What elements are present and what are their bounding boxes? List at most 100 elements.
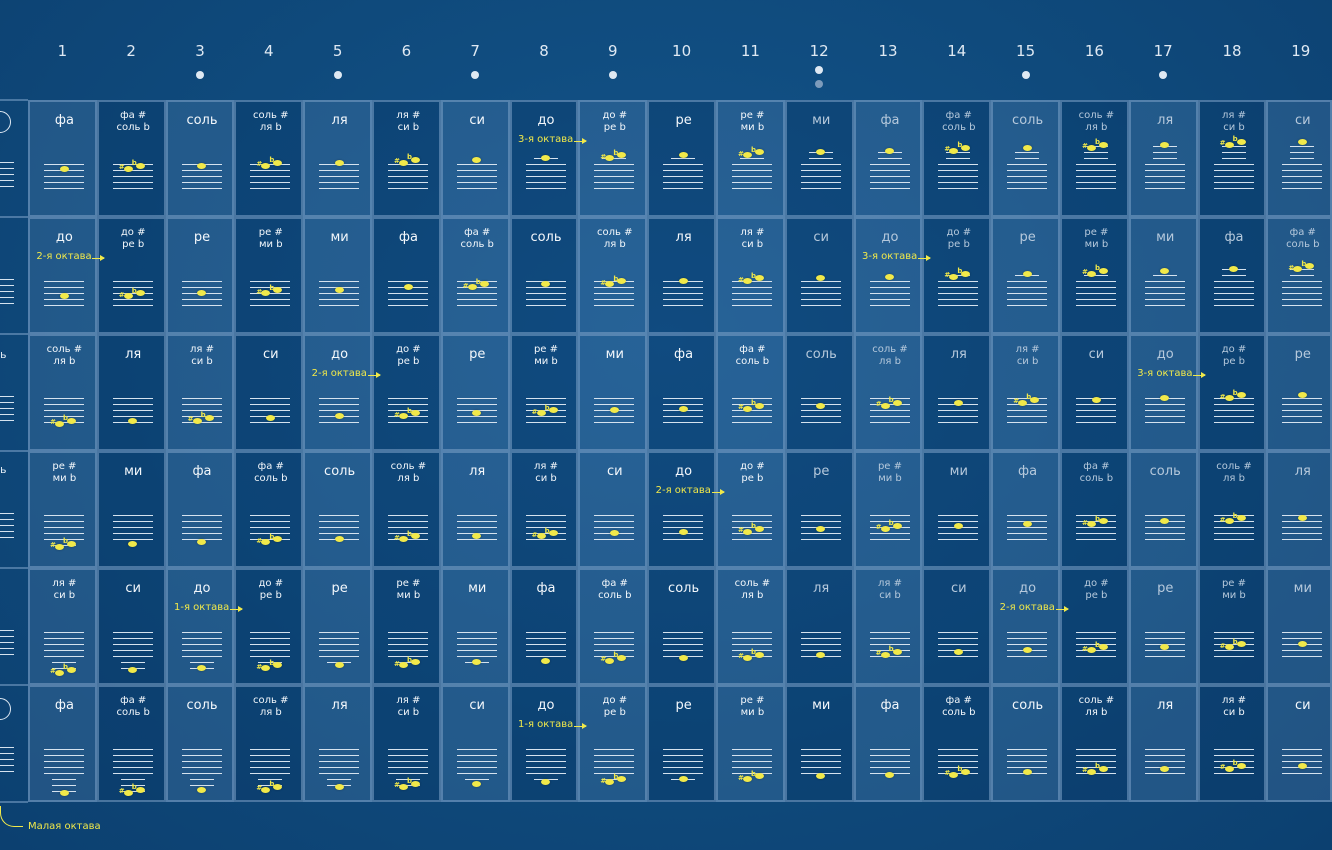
fret-cell[interactable]: до <box>1128 334 1198 451</box>
fret-cell[interactable]: до # ре b # b <box>1197 334 1267 451</box>
fret-cell[interactable]: фа <box>28 685 97 802</box>
fret-cell[interactable]: ре # ми b # b <box>1197 568 1267 685</box>
fret-cell[interactable]: до <box>991 568 1060 685</box>
fret-cell[interactable]: соль <box>509 217 579 334</box>
fret-cell[interactable]: ре <box>303 568 372 685</box>
fret-cell[interactable]: фа <box>372 217 441 334</box>
fret-cell[interactable]: фа # соль b # b <box>96 100 166 217</box>
fret-cell[interactable]: фа <box>165 451 235 568</box>
fret-cell[interactable]: ля <box>922 334 992 451</box>
fret-cell[interactable]: ре # ми b # b <box>716 100 785 217</box>
fret-cell[interactable]: до <box>509 100 579 217</box>
fret-cell[interactable]: ми <box>784 685 854 802</box>
fret-cell[interactable]: соль <box>991 685 1060 802</box>
fret-cell[interactable]: си <box>440 100 510 217</box>
fret-cell[interactable]: си <box>440 685 510 802</box>
fret-cell[interactable]: ля # си b # b <box>165 334 235 451</box>
fret-cell[interactable]: фа # соль b # b <box>96 685 166 802</box>
fret-cell[interactable]: ми <box>784 100 854 217</box>
fret-cell[interactable]: до # ре b # b <box>578 685 648 802</box>
fret-cell[interactable]: до # ре b # b <box>578 100 648 217</box>
fret-cell[interactable]: фа # соль b # b <box>578 568 648 685</box>
fret-cell[interactable]: ми <box>578 334 648 451</box>
fret-cell[interactable]: ля <box>440 451 510 568</box>
fret-cell[interactable]: ля # си b # b <box>372 685 441 802</box>
fret-cell[interactable]: ми <box>922 451 992 568</box>
fret-cell[interactable]: соль # ля b # b <box>234 100 304 217</box>
fret-cell[interactable]: соль # ля b # b <box>1197 451 1267 568</box>
fret-cell[interactable]: соль # ля b # b <box>1060 685 1129 802</box>
fret-cell[interactable]: ля # си b # b <box>853 568 923 685</box>
fret-cell[interactable]: до # ре b # b <box>716 451 785 568</box>
fret-cell[interactable]: ля <box>96 334 166 451</box>
fret-cell[interactable]: фа # соль b # b <box>716 334 785 451</box>
fret-cell[interactable]: до # ре b # b <box>96 217 166 334</box>
fret-cell[interactable]: соль # ля b # b <box>28 334 97 451</box>
fret-cell[interactable]: соль # ля b # b <box>578 217 648 334</box>
fret-cell[interactable]: до <box>28 217 97 334</box>
fret-cell[interactable]: ре # ми b # b <box>372 568 441 685</box>
fret-cell[interactable]: ре # ми b # b <box>853 451 923 568</box>
fret-cell[interactable]: фа # соль b # b <box>234 451 304 568</box>
fret-cell[interactable]: фа <box>991 451 1060 568</box>
fret-cell[interactable]: соль <box>303 451 372 568</box>
fret-cell[interactable]: до <box>509 685 579 802</box>
fret-cell[interactable]: ре <box>647 685 716 802</box>
fret-cell[interactable]: ми <box>1266 568 1332 685</box>
fret-cell[interactable]: си <box>1266 685 1332 802</box>
fret-cell[interactable]: соль # ля b # b <box>1060 100 1129 217</box>
fret-cell[interactable]: си <box>96 568 166 685</box>
fret-cell[interactable]: фа # соль b # b <box>1060 451 1129 568</box>
fret-cell[interactable]: соль <box>165 100 235 217</box>
fret-cell[interactable]: ля <box>1128 100 1198 217</box>
fret-cell[interactable]: фа # соль b # b <box>1266 217 1332 334</box>
fret-cell[interactable]: соль # ля b # b <box>716 568 785 685</box>
fret-cell[interactable]: ля # си b # b <box>991 334 1060 451</box>
fret-cell[interactable]: си <box>922 568 992 685</box>
fret-cell[interactable]: си <box>784 217 854 334</box>
fret-cell[interactable]: ре # ми b # b <box>234 217 304 334</box>
fret-cell[interactable]: ля <box>303 685 372 802</box>
fret-cell[interactable]: соль <box>991 100 1060 217</box>
fret-cell[interactable]: ля # си b # b <box>28 568 97 685</box>
fret-cell[interactable]: соль # ля b # b <box>234 685 304 802</box>
fret-cell[interactable]: до # ре b # b <box>922 217 992 334</box>
fret-cell[interactable]: ля # си b # b <box>509 451 579 568</box>
fret-cell[interactable]: фа # соль b # b <box>922 685 992 802</box>
fret-cell[interactable]: фа # соль b # b <box>922 100 992 217</box>
fret-cell[interactable]: до <box>647 451 716 568</box>
fret-cell[interactable]: ми <box>440 568 510 685</box>
fret-cell[interactable]: до <box>303 334 372 451</box>
fret-cell[interactable]: ля # си b # b <box>1197 685 1267 802</box>
fret-cell[interactable]: соль # ля b # b <box>853 334 923 451</box>
fret-cell[interactable]: ля <box>1266 451 1332 568</box>
fret-cell[interactable]: ре # ми b # b <box>28 451 97 568</box>
fret-cell[interactable]: фа <box>647 334 716 451</box>
fret-cell[interactable]: соль <box>784 334 854 451</box>
fret-cell[interactable]: ля <box>647 217 716 334</box>
fret-cell[interactable]: ре # ми b # b <box>509 334 579 451</box>
fret-cell[interactable]: ми <box>96 451 166 568</box>
fret-cell[interactable]: си <box>578 451 648 568</box>
fret-cell[interactable]: соль <box>1128 451 1198 568</box>
fret-cell[interactable]: си <box>1266 100 1332 217</box>
fret-cell[interactable]: соль <box>165 685 235 802</box>
fret-cell[interactable]: ми <box>1128 217 1198 334</box>
fret-cell[interactable]: фа <box>1197 217 1267 334</box>
fret-cell[interactable]: ре <box>165 217 235 334</box>
fret-cell[interactable]: си <box>234 334 304 451</box>
fret-cell[interactable]: ре <box>991 217 1060 334</box>
fret-cell[interactable]: ре <box>440 334 510 451</box>
fret-cell[interactable]: ля # си b # b <box>1197 100 1267 217</box>
fret-cell[interactable]: ля # си b # b <box>716 217 785 334</box>
fret-cell[interactable]: ля <box>303 100 372 217</box>
fret-cell[interactable]: ми <box>303 217 372 334</box>
fret-cell[interactable]: соль # ля b # b <box>372 451 441 568</box>
fret-cell[interactable]: до # ре b # b <box>1060 568 1129 685</box>
fret-cell[interactable]: ля <box>1128 685 1198 802</box>
fret-cell[interactable]: ре <box>647 100 716 217</box>
fret-cell[interactable]: ля # си b # b <box>372 100 441 217</box>
fret-cell[interactable]: ре # ми b # b <box>716 685 785 802</box>
fret-cell[interactable]: соль <box>647 568 716 685</box>
fret-cell[interactable]: ля <box>784 568 854 685</box>
